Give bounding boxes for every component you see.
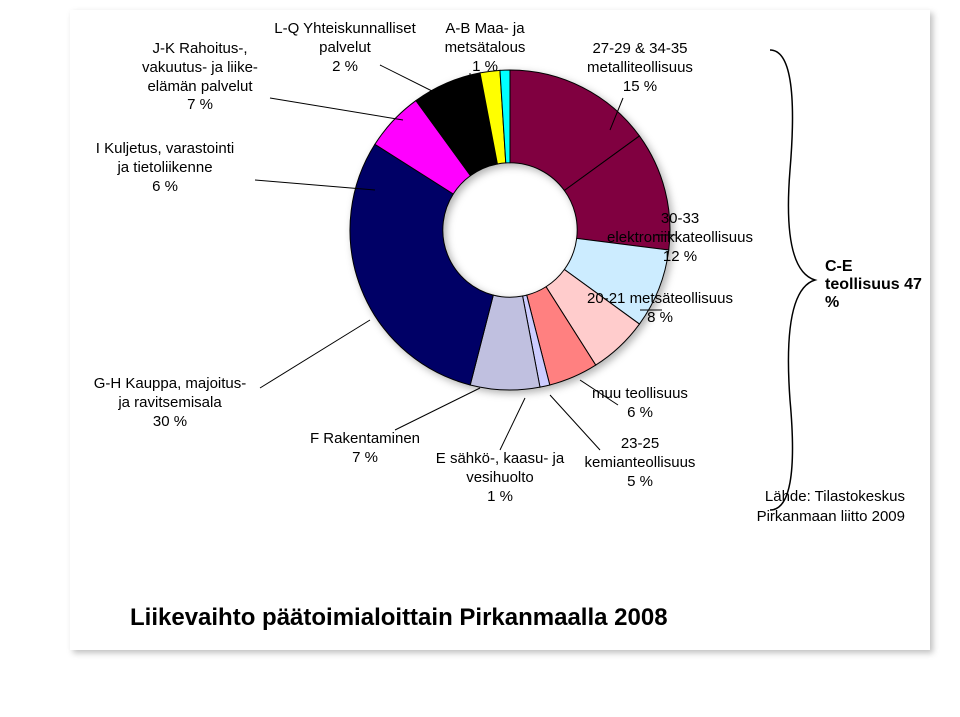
label-rakent: F Rakentaminen 7 % — [295, 430, 435, 468]
label-metsateo: 20-21 metsäteollisuus 8 % — [560, 290, 760, 328]
label-kuljetus: I Kuljetus, varastointi ja tietoliikenne… — [75, 140, 255, 196]
label-sahko: E sähkö-, kaasu- ja vesihuolto 1 % — [420, 450, 580, 506]
group-label: C-E teollisuus 47 % — [825, 258, 930, 312]
label-kauppa: G-H Kauppa, majoitus- ja ravitsemisala 3… — [80, 375, 260, 431]
label-kemia: 23-25 kemianteollisuus 5 % — [560, 435, 720, 491]
slide-panel: 27-29 & 34-35 metalliteollisuus 15 % 30-… — [70, 10, 930, 650]
label-maa: A-B Maa- ja metsätalous 1 % — [425, 20, 545, 76]
chart-title: Liikevaihto päätoimialoittain Pirkanmaal… — [130, 604, 668, 632]
label-rahoitus: J-K Rahoitus-, vakuutus- ja liike- elämä… — [125, 40, 275, 115]
group-bracket — [760, 40, 820, 520]
source-line1: Lähde: Tilastokeskus — [765, 488, 905, 505]
label-elektro: 30-33 elektroniikkateollisuus 12 % — [580, 210, 780, 266]
sidebar-credit: TAMPEREEN YLIOPISTO/TYT • TAMPEREEN TEKN… — [4, 0, 32, 717]
label-muuteo: muu teollisuus 6 % — [570, 385, 710, 423]
slice-kauppa — [350, 144, 493, 385]
source-line2: Pirkanmaan liitto 2009 — [757, 508, 905, 525]
label-metalli: 27-29 & 34-35 metalliteollisuus 15 % — [560, 40, 720, 96]
label-yhteis: L-Q Yhteiskunnalliset palvelut 2 % — [260, 20, 430, 76]
